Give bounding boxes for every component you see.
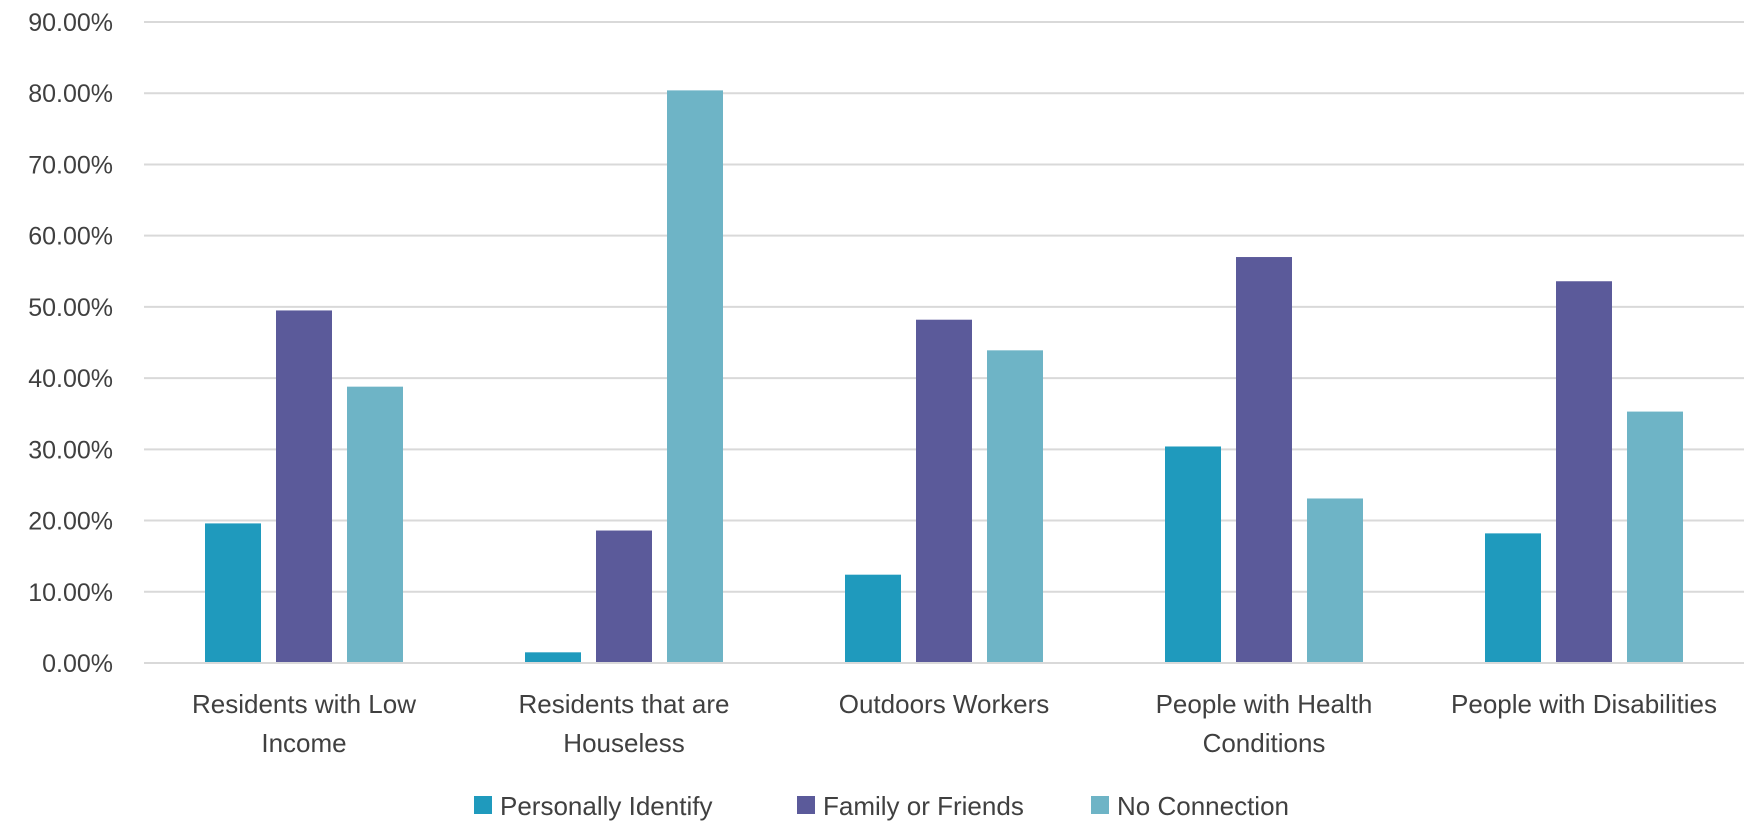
y-tick-label: 50.00% (28, 294, 113, 322)
bar-no-connection (987, 350, 1043, 663)
bar-personally-identify (1165, 446, 1221, 663)
legend-label: Family or Friends (823, 791, 1024, 821)
category-label: Outdoors Workers (839, 689, 1049, 719)
y-tick-label: 20.00% (28, 508, 113, 536)
bar-family-or-friends (1236, 257, 1292, 663)
y-tick-label: 80.00% (28, 80, 113, 108)
bar-family-or-friends (596, 530, 652, 663)
bar-family-or-friends (1556, 281, 1612, 663)
gridlines (144, 21, 1744, 593)
category-label: Conditions (1203, 728, 1326, 758)
bar-family-or-friends (916, 319, 972, 663)
bar-no-connection (1627, 411, 1683, 663)
y-tick-label: 70.00% (28, 151, 113, 179)
y-tick-label: 30.00% (28, 436, 113, 464)
bar-no-connection (347, 386, 403, 663)
bar-personally-identify (1485, 533, 1541, 663)
category-label: Residents with Low (192, 689, 416, 719)
legend-label: Personally Identify (500, 791, 712, 821)
bar-no-connection (1307, 498, 1363, 663)
legend-swatch (797, 796, 815, 814)
bar-family-or-friends (276, 310, 332, 663)
category-label: People with Disabilities (1451, 689, 1717, 719)
legend-label: No Connection (1117, 791, 1289, 821)
y-axis-tick-labels: 0.00% 10.00% 20.00% 30.00% 40.00% 50.00% 60.00… (28, 9, 113, 678)
y-tick-label: 60.00% (28, 223, 113, 251)
category-label: Income (261, 728, 346, 758)
y-tick-label: 40.00% (28, 365, 113, 393)
bar-personally-identify (525, 652, 581, 663)
category-label: People with Health (1156, 689, 1373, 719)
legend-swatch (474, 796, 492, 814)
bars (205, 90, 1683, 663)
bar-personally-identify (205, 523, 261, 663)
category-labels: Residents with Low Income Residents that a… (192, 689, 1717, 758)
legend: Personally Identify Family or Friends No C… (474, 791, 1289, 821)
bar-personally-identify (845, 574, 901, 663)
bar-no-connection (667, 90, 723, 663)
y-tick-label: 0.00% (42, 650, 113, 678)
category-label: Houseless (563, 728, 684, 758)
y-tick-label: 90.00% (28, 9, 113, 37)
legend-swatch (1091, 796, 1109, 814)
category-label: Residents that are (518, 689, 729, 719)
y-tick-label: 10.00% (28, 579, 113, 607)
